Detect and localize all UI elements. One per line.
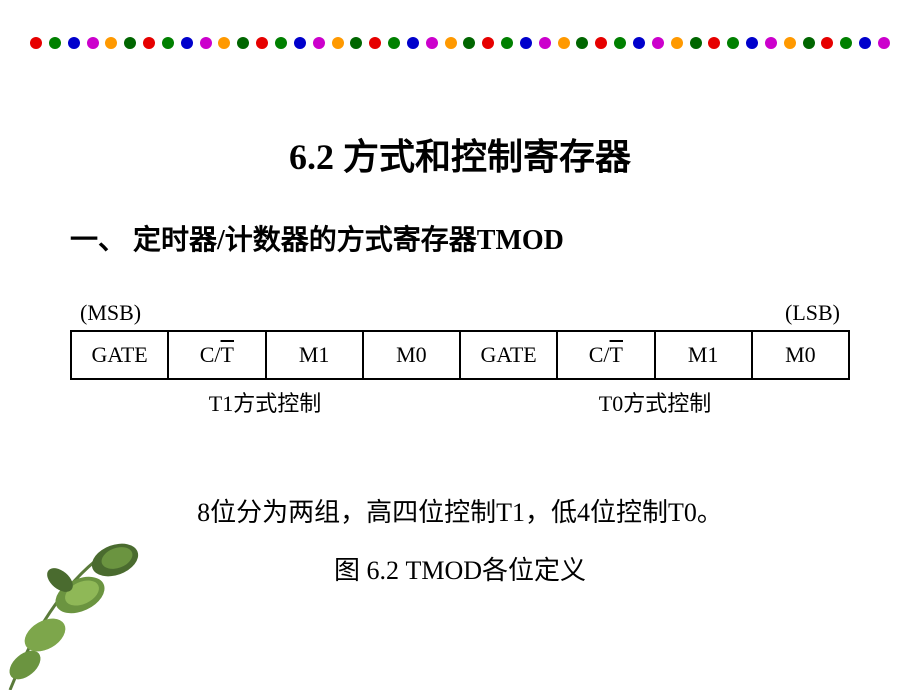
border-dot <box>633 37 645 49</box>
border-dot <box>313 37 325 49</box>
border-dot <box>218 37 230 49</box>
bit-cell-4: GATE <box>461 332 558 378</box>
border-dot <box>463 37 475 49</box>
border-dot <box>426 37 438 49</box>
border-dot <box>200 37 212 49</box>
control-labels: T1方式控制 T0方式控制 <box>70 386 850 418</box>
border-dot <box>49 37 61 49</box>
bit-cell-2: M1 <box>267 332 364 378</box>
border-dot <box>576 37 588 49</box>
t1-control-label: T1方式控制 <box>70 386 460 418</box>
border-dot <box>369 37 381 49</box>
lsb-label: (LSB) <box>785 300 840 326</box>
border-dot <box>407 37 419 49</box>
border-dot <box>708 37 720 49</box>
border-dot <box>878 37 890 49</box>
border-dot <box>30 37 42 49</box>
bit-order-labels: (MSB) (LSB) <box>70 300 850 326</box>
border-dot <box>690 37 702 49</box>
border-dot <box>539 37 551 49</box>
bit-cell-6: M1 <box>656 332 753 378</box>
border-dot <box>859 37 871 49</box>
border-dot <box>445 37 457 49</box>
border-dot <box>105 37 117 49</box>
subsection-heading: 一、 定时器/计数器的方式寄存器TMOD <box>70 218 564 258</box>
border-dot <box>746 37 758 49</box>
border-dot <box>482 37 494 49</box>
border-dot <box>181 37 193 49</box>
border-dot <box>87 37 99 49</box>
border-dot <box>520 37 532 49</box>
border-dot <box>332 37 344 49</box>
leaf-decoration-icon <box>0 520 190 690</box>
border-dot <box>501 37 513 49</box>
section-title: 6.2 方式和控制寄存器 <box>0 128 920 180</box>
bit-cell-0: GATE <box>72 332 169 378</box>
border-dot <box>671 37 683 49</box>
decorative-dots-border <box>30 36 890 50</box>
border-dot <box>803 37 815 49</box>
bit-cell-5: C/T <box>558 332 655 378</box>
border-dot <box>595 37 607 49</box>
border-dot <box>162 37 174 49</box>
border-dot <box>350 37 362 49</box>
msb-label: (MSB) <box>80 300 141 326</box>
border-dot <box>237 37 249 49</box>
border-dot <box>652 37 664 49</box>
border-dot <box>275 37 287 49</box>
border-dot <box>558 37 570 49</box>
border-dot <box>765 37 777 49</box>
border-dot <box>614 37 626 49</box>
t0-control-label: T0方式控制 <box>460 386 850 418</box>
border-dot <box>143 37 155 49</box>
border-dot <box>388 37 400 49</box>
border-dot <box>256 37 268 49</box>
bit-cell-3: M0 <box>364 332 461 378</box>
border-dot <box>68 37 80 49</box>
border-dot <box>784 37 796 49</box>
border-dot <box>821 37 833 49</box>
border-dot <box>124 37 136 49</box>
border-dot <box>840 37 852 49</box>
bit-cell-1: C/T <box>169 332 266 378</box>
tmod-register-diagram: (MSB) (LSB) GATEC/TM1M0GATEC/TM1M0 T1方式控… <box>70 300 850 418</box>
border-dot <box>294 37 306 49</box>
bit-cell-7: M0 <box>753 332 848 378</box>
bit-table: GATEC/TM1M0GATEC/TM1M0 <box>70 330 850 380</box>
border-dot <box>727 37 739 49</box>
